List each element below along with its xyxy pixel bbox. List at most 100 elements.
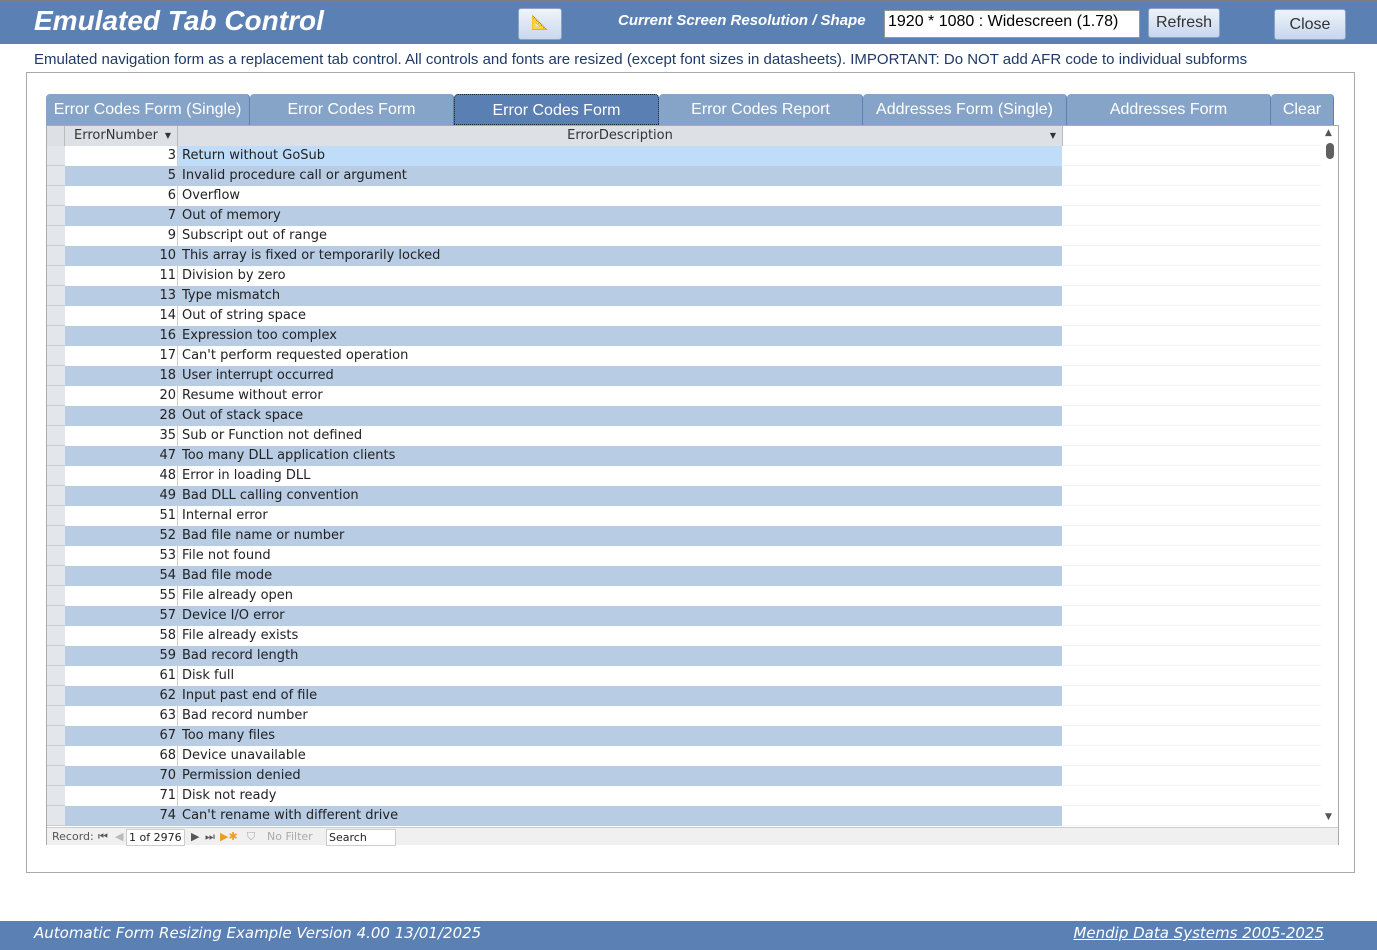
error-number-cell[interactable]: 9: [65, 226, 178, 246]
row-selector[interactable]: [47, 686, 65, 706]
error-number-cell[interactable]: 62: [65, 686, 178, 706]
table-row[interactable]: 51 Internal error: [47, 506, 1062, 526]
error-number-cell[interactable]: 47: [65, 446, 178, 466]
tab-addresses-form-single[interactable]: Addresses Form (Single): [863, 94, 1067, 125]
row-selector[interactable]: [47, 246, 65, 266]
row-selector[interactable]: [47, 346, 65, 366]
error-description-cell[interactable]: Device I/O error: [178, 606, 1062, 626]
error-number-cell[interactable]: 54: [65, 566, 178, 586]
table-row[interactable]: 5 Invalid procedure call or argument: [47, 166, 1062, 186]
table-row[interactable]: 47 Too many DLL application clients: [47, 446, 1062, 466]
error-description-cell[interactable]: Bad record length: [178, 646, 1062, 666]
error-number-cell[interactable]: 57: [65, 606, 178, 626]
row-selector[interactable]: [47, 206, 65, 226]
row-selector[interactable]: [47, 546, 65, 566]
table-row[interactable]: 20 Resume without error: [47, 386, 1062, 406]
row-selector[interactable]: [47, 446, 65, 466]
table-row[interactable]: 67 Too many files: [47, 726, 1062, 746]
error-number-cell[interactable]: 68: [65, 746, 178, 766]
next-record-icon[interactable]: ▶: [191, 830, 200, 843]
scroll-thumb[interactable]: [1326, 143, 1334, 159]
row-selector[interactable]: [47, 366, 65, 386]
table-row[interactable]: 48 Error in loading DLL: [47, 466, 1062, 486]
error-number-cell[interactable]: 28: [65, 406, 178, 426]
error-number-cell[interactable]: 10: [65, 246, 178, 266]
table-row[interactable]: 10 This array is fixed or temporarily loc…: [47, 246, 1062, 266]
error-number-cell[interactable]: 16: [65, 326, 178, 346]
error-description-cell[interactable]: Bad file mode: [178, 566, 1062, 586]
error-number-cell[interactable]: 61: [65, 666, 178, 686]
tab-error-codes-form-single[interactable]: Error Codes Form (Single): [46, 94, 250, 125]
error-number-cell[interactable]: 13: [65, 286, 178, 306]
row-selector[interactable]: [47, 486, 65, 506]
row-selector[interactable]: [47, 786, 65, 806]
table-row[interactable]: 16 Expression too complex: [47, 326, 1062, 346]
error-description-cell[interactable]: Division by zero: [182, 268, 286, 283]
row-selector[interactable]: [47, 426, 65, 446]
row-selector[interactable]: [47, 306, 65, 326]
row-selector[interactable]: [47, 706, 65, 726]
row-selector[interactable]: [47, 506, 65, 526]
error-description-cell[interactable]: Sub or Function not defined: [182, 428, 363, 443]
table-row[interactable]: 7 Out of memory: [47, 206, 1062, 226]
error-description-cell[interactable]: Bad DLL calling convention: [178, 486, 1062, 506]
row-selector[interactable]: [47, 746, 65, 766]
table-row[interactable]: 9 Subscript out of range: [47, 226, 1062, 246]
resolution-field[interactable]: 1920 * 1080 : Widescreen (1.78): [884, 10, 1140, 38]
row-selector[interactable]: [47, 566, 65, 586]
error-description-cell[interactable]: This array is fixed or temporarily locke…: [178, 246, 1062, 266]
table-row[interactable]: 11 Division by zero: [47, 266, 1062, 286]
table-row[interactable]: 61 Disk full: [47, 666, 1062, 686]
error-description-cell[interactable]: Overflow: [182, 188, 241, 203]
error-description-cell[interactable]: Bad record number: [182, 708, 308, 723]
table-row[interactable]: 14 Out of string space: [47, 306, 1062, 326]
table-row[interactable]: 35 Sub or Function not defined: [47, 426, 1062, 446]
error-description-cell[interactable]: Bad file name or number: [178, 526, 1062, 546]
error-number-cell[interactable]: 74: [65, 806, 178, 826]
row-selector[interactable]: [47, 406, 65, 426]
resize-button[interactable]: 📐: [518, 8, 562, 40]
tab-addresses-form-datasheet[interactable]: Addresses Form (Datasheet): [1067, 94, 1271, 149]
row-selector[interactable]: [47, 466, 65, 486]
select-all-corner[interactable]: [47, 126, 65, 146]
error-description-cell[interactable]: Disk not ready: [182, 788, 277, 803]
first-record-icon[interactable]: ⏮: [98, 830, 108, 843]
column-header-errordescription[interactable]: ErrorDescription ▼: [178, 126, 1063, 146]
no-filter-button[interactable]: No Filter: [267, 830, 313, 843]
table-row[interactable]: 53 File not found: [47, 546, 1062, 566]
tab-error-codes-report[interactable]: Error Codes Report: [659, 94, 863, 125]
table-row[interactable]: 54 Bad file mode: [47, 566, 1062, 586]
row-selector[interactable]: [47, 626, 65, 646]
error-number-cell[interactable]: 58: [65, 626, 178, 646]
error-number-cell[interactable]: 7: [65, 206, 178, 226]
error-number-cell[interactable]: 35: [65, 426, 178, 446]
dropdown-arrow-icon[interactable]: ▼: [164, 131, 171, 140]
row-selector[interactable]: [47, 526, 65, 546]
tab-error-codes-form-datasheet[interactable]: Error Codes Form (Datasheet): [454, 94, 659, 150]
table-row[interactable]: 6 Overflow: [47, 186, 1062, 206]
row-selector[interactable]: [47, 666, 65, 686]
search-input[interactable]: Search: [326, 829, 396, 846]
refresh-button[interactable]: Refresh: [1148, 8, 1220, 38]
new-record-icon[interactable]: ▶✱: [220, 830, 238, 843]
prev-record-icon[interactable]: ◀: [115, 830, 124, 843]
error-number-cell[interactable]: 14: [65, 306, 178, 326]
table-row[interactable]: 59 Bad record length: [47, 646, 1062, 666]
row-selector[interactable]: [47, 166, 65, 186]
table-row[interactable]: 68 Device unavailable: [47, 746, 1062, 766]
error-description-cell[interactable]: Expression too complex: [178, 326, 1062, 346]
table-row[interactable]: 70 Permission denied: [47, 766, 1062, 786]
error-number-cell[interactable]: 48: [65, 466, 178, 486]
table-row[interactable]: 17 Can't perform requested operation: [47, 346, 1062, 366]
error-number-cell[interactable]: 3: [65, 146, 178, 166]
row-selector[interactable]: [47, 606, 65, 626]
record-position-field[interactable]: 1 of 2976: [126, 829, 185, 846]
scroll-up-icon[interactable]: ▲: [1325, 128, 1332, 138]
row-selector[interactable]: [47, 266, 65, 286]
row-selector[interactable]: [47, 766, 65, 786]
table-row[interactable]: 58 File already exists: [47, 626, 1062, 646]
error-number-cell[interactable]: 6: [65, 186, 178, 206]
row-selector[interactable]: [47, 386, 65, 406]
error-description-cell[interactable]: File not found: [182, 548, 271, 563]
table-row[interactable]: 62 Input past end of file: [47, 686, 1062, 706]
